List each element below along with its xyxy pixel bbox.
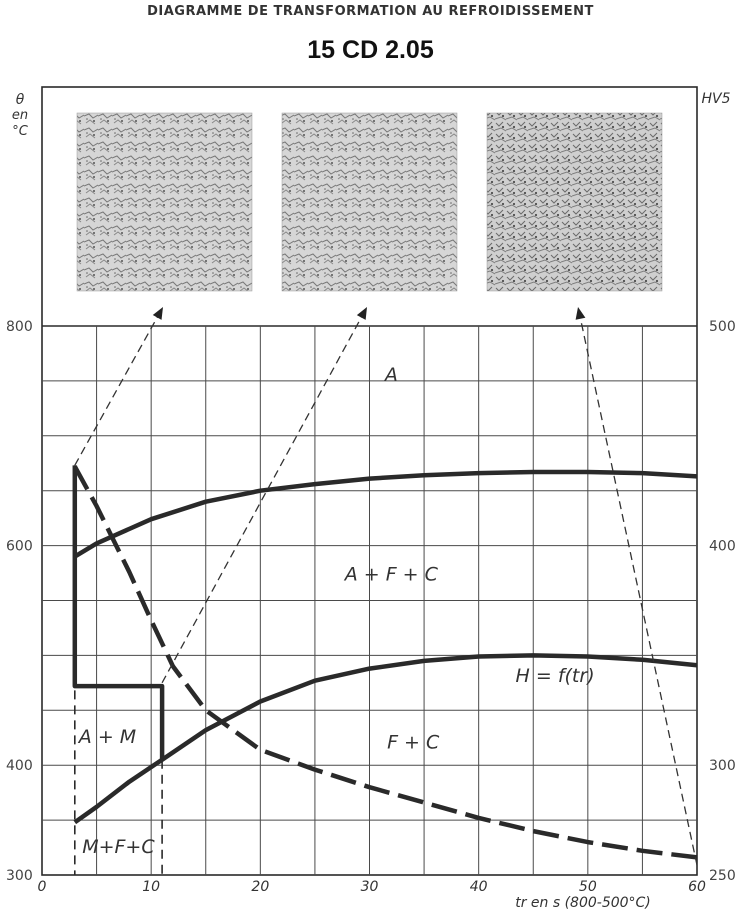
chart-suptitle: DIAGRAMME DE TRANSFORMATION AU REFROIDIS… xyxy=(147,4,594,19)
series-hardness xyxy=(72,465,698,860)
y-left-tick-label: 600 xyxy=(6,539,33,555)
arrow-line-2 xyxy=(161,306,368,684)
region-label: H = f(tr) xyxy=(516,665,595,687)
y-right-tick-label: 300 xyxy=(709,758,736,774)
y-left-tick-label: 800 xyxy=(6,319,33,335)
region-label: M+F+C xyxy=(82,836,155,858)
y-left-tick-label: 400 xyxy=(6,758,33,774)
micrograph-1 xyxy=(76,112,253,292)
region-label: A + M xyxy=(77,726,136,748)
micrograph-panel xyxy=(76,112,663,292)
y-right-tick-label: 400 xyxy=(709,539,736,555)
x-tick-label: 50 xyxy=(579,879,597,895)
micrograph-2 xyxy=(281,112,458,292)
region-label: A xyxy=(383,364,398,386)
series-lower xyxy=(73,653,698,825)
micrograph-arrows xyxy=(74,306,698,866)
region-labels: A A + F + C A + M F + C M+F+C H = f(tr) xyxy=(77,364,595,858)
arrow-line-3 xyxy=(577,306,698,866)
y-left-unit-line1: θ xyxy=(16,92,25,108)
x-tick-label: 30 xyxy=(361,879,379,895)
y-right-unit: HV5 xyxy=(701,91,730,107)
chart-title: 15 CD 2.05 xyxy=(307,36,434,64)
arrow-line-1 xyxy=(74,306,164,466)
series-layer xyxy=(72,465,698,875)
region-label: A + F + C xyxy=(343,564,439,586)
arrow-head-2 xyxy=(356,307,367,320)
x-tick-label: 40 xyxy=(470,879,488,895)
x-tick-label: 0 xyxy=(38,879,47,895)
region-label: F + C xyxy=(387,732,440,754)
x-axis-label: tr en s (800-500°C) xyxy=(515,895,651,911)
y-left-unit-line3: °C xyxy=(12,124,29,139)
y-right-tick-label: 500 xyxy=(709,319,736,335)
x-tick-label: 10 xyxy=(142,879,160,895)
series-upper xyxy=(73,469,698,559)
x-tick-label: 20 xyxy=(251,879,269,895)
y-left-tick-label: 300 xyxy=(6,868,33,884)
y-left-unit-line2: en xyxy=(12,108,28,123)
micrograph-3 xyxy=(486,112,663,292)
x-tick-label: 60 xyxy=(688,879,706,895)
tick-labels: 0 10 20 30 40 50 60 300 400 600 800 250 300 400 500 xyxy=(6,319,736,895)
y-right-tick-label: 250 xyxy=(709,868,736,884)
arrow-head-1 xyxy=(152,307,163,320)
arrow-head-3 xyxy=(575,307,586,320)
